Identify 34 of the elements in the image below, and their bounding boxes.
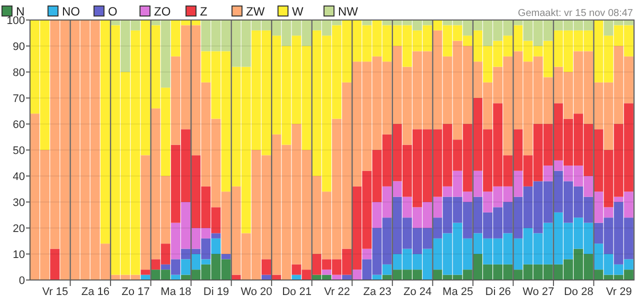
y-tick-label: 0 bbox=[18, 274, 25, 287]
x-tick-label: Vr 15 bbox=[42, 286, 68, 298]
y-tick-label: 10 bbox=[12, 248, 25, 261]
x-tick-label: Za 23 bbox=[363, 286, 392, 298]
legend-label: NO bbox=[62, 4, 80, 18]
legend-label: W bbox=[292, 4, 304, 18]
x-tick-label: Wo 20 bbox=[240, 286, 272, 298]
y-tick-label: 40 bbox=[12, 170, 25, 183]
x-tick-label: Di 26 bbox=[485, 286, 511, 298]
y-tick-label: 30 bbox=[12, 196, 25, 209]
y-tick-label: 20 bbox=[12, 222, 25, 235]
x-tick-label: Di 19 bbox=[203, 286, 230, 298]
legend-label: ZW bbox=[246, 4, 266, 18]
x-tick-label: Ma 18 bbox=[160, 286, 192, 298]
x-tick-label: Wo 27 bbox=[522, 286, 554, 298]
x-tick-label: Do 21 bbox=[282, 286, 312, 298]
x-tick-label: Vr 22 bbox=[324, 286, 350, 298]
x-tick-label: Ma 25 bbox=[442, 286, 474, 298]
y-tick-label: 60 bbox=[12, 118, 25, 131]
legend-label: Z bbox=[200, 4, 208, 18]
x-tick-label: Za 16 bbox=[81, 286, 110, 298]
x-tick-label: Do 28 bbox=[564, 286, 594, 298]
y-tick-label: 90 bbox=[12, 40, 25, 53]
y-tick-label: 100 bbox=[6, 14, 25, 27]
text: Gemaakt: vr 15 nov 08:47 bbox=[518, 8, 634, 19]
y-tick-label: 70 bbox=[12, 92, 25, 105]
legend-label: ZO bbox=[154, 4, 171, 18]
y-tick-label: 80 bbox=[12, 66, 25, 79]
legend-label: O bbox=[108, 4, 118, 18]
legend-label: NW bbox=[338, 4, 359, 18]
x-tick-label: Zo 24 bbox=[403, 286, 432, 298]
x-tick-label: Vr 29 bbox=[606, 286, 632, 298]
x-tick-label: Zo 17 bbox=[122, 286, 150, 298]
y-tick-label: 50 bbox=[12, 144, 25, 157]
